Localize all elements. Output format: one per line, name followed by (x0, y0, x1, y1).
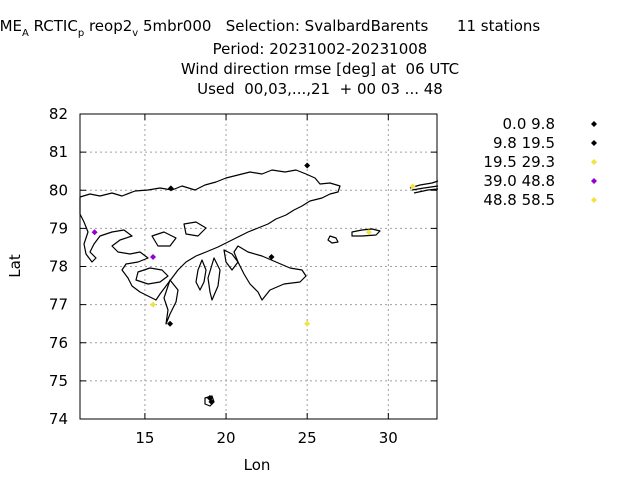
legend-label: 19.5 29.3 (483, 153, 555, 171)
y-tick-label: 80 (49, 181, 68, 199)
grid-lines (80, 114, 437, 419)
data-point (365, 229, 372, 236)
data-point (304, 320, 311, 327)
legend-marker (591, 140, 597, 146)
x-axis-label: Lon (244, 456, 271, 474)
title-line-1: OMEA RCTICp reop2v 5mbr000 Selection: Sv… (0, 17, 541, 39)
data-points (91, 162, 416, 405)
data-point (268, 253, 275, 260)
data-point (91, 229, 98, 236)
y-tick-label: 74 (49, 410, 68, 428)
title-line-3: Wind direction rmse [deg] at 06 UTC (180, 60, 460, 78)
y-tick-label: 82 (49, 105, 68, 123)
y-tick-label: 81 (49, 143, 68, 161)
y-tick-label: 78 (49, 258, 68, 276)
legend-marker (591, 197, 597, 203)
legend-label: 9.8 19.5 (493, 134, 555, 152)
x-tick-label: 30 (379, 429, 398, 447)
x-tick-label: 15 (135, 429, 154, 447)
legend-marker (591, 159, 597, 165)
axis-ticks: 15 20 25 30 74 75 76 77 78 79 80 81 82 (49, 105, 437, 447)
data-point (150, 301, 157, 308)
y-tick-label: 79 (49, 219, 68, 237)
title-line-2: Period: 20231002-20231008 (212, 40, 428, 58)
legend-marker (591, 121, 597, 127)
legend-label: 0.0 9.8 (503, 115, 555, 133)
chart-title: OMEA RCTICp reop2v 5mbr000 Selection: Sv… (0, 16, 640, 99)
plot-frame (79, 113, 438, 420)
legend-label: 48.8 58.5 (483, 191, 555, 209)
coastline-map (79, 169, 439, 407)
y-tick-label: 76 (49, 334, 68, 352)
data-point (304, 162, 311, 169)
data-point (206, 395, 213, 402)
y-tick-label: 77 (49, 296, 68, 314)
data-point (150, 253, 157, 260)
data-point (409, 183, 416, 190)
x-tick-label: 25 (298, 429, 317, 447)
title-line-4: Used 00,03,...,21 + 00 03 ... 48 (197, 80, 443, 98)
legend: 0.0 9.89.8 19.519.5 29.339.0 48.848.8 58… (483, 115, 597, 209)
x-tick-label: 20 (216, 429, 235, 447)
legend-marker (591, 178, 597, 184)
legend-label: 39.0 48.8 (483, 172, 555, 190)
data-point (167, 320, 174, 327)
y-axis-label: Lat (6, 254, 24, 278)
y-tick-label: 75 (49, 372, 68, 390)
data-point (167, 185, 174, 192)
